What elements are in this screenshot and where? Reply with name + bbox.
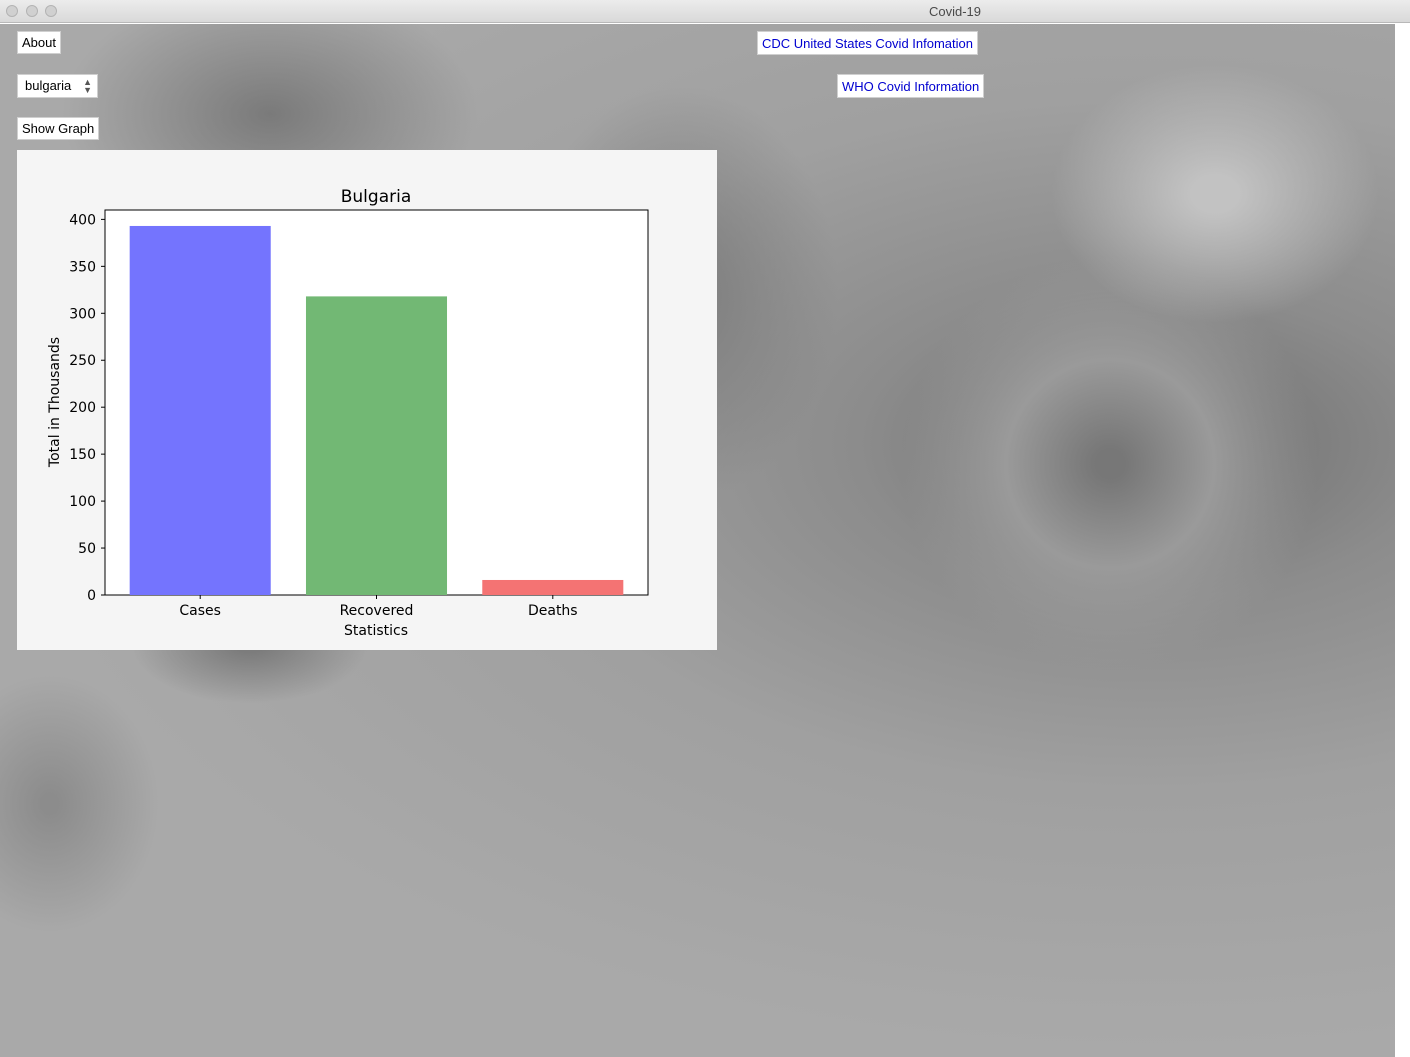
y-tick-label: 350 [69, 259, 96, 275]
y-tick-label: 100 [69, 494, 96, 510]
window-titlebar: Covid-19 [0, 0, 1410, 23]
x-tick-label: Recovered [340, 603, 414, 619]
y-tick-label: 400 [69, 212, 96, 228]
country-select[interactable]: bulgaria ▲ ▼ [17, 74, 98, 98]
close-window-icon[interactable] [6, 5, 18, 17]
zoom-window-icon[interactable] [45, 5, 57, 17]
y-tick-label: 50 [78, 541, 96, 557]
country-select-value: bulgaria [25, 78, 72, 93]
bar-deaths [482, 579, 624, 595]
bar-recovered [305, 296, 448, 595]
y-tick-label: 0 [87, 588, 96, 604]
chart-title: Bulgaria [341, 187, 412, 207]
y-tick-label: 250 [69, 353, 96, 369]
y-axis-label: Total in Thousands [47, 337, 63, 468]
y-tick-label: 300 [69, 306, 96, 322]
window-title: Covid-19 [928, 4, 982, 19]
x-tick-label: Deaths [528, 603, 578, 619]
chart-figure: 0 50 100 150 200 250 300 350 400 Cases Recovered D… [17, 150, 717, 650]
show-graph-button[interactable]: Show Graph [17, 117, 100, 140]
select-arrows-icon: ▲ ▼ [83, 77, 92, 95]
bar-cases [129, 225, 271, 595]
window-edge [1395, 24, 1410, 1057]
y-tick-label: 150 [69, 447, 96, 463]
y-tick-label: 200 [69, 400, 96, 416]
bar-chart: 0 50 100 150 200 250 300 350 400 Cases Recovered D… [47, 187, 649, 639]
x-tick-label: Cases [179, 603, 221, 619]
who-info-link[interactable]: WHO Covid Information [837, 74, 985, 98]
minimize-window-icon[interactable] [26, 5, 38, 17]
cdc-info-link[interactable]: CDC United States Covid Infomation [757, 31, 978, 55]
x-axis-label: Statistics [344, 623, 408, 639]
about-button[interactable]: About [17, 31, 61, 54]
